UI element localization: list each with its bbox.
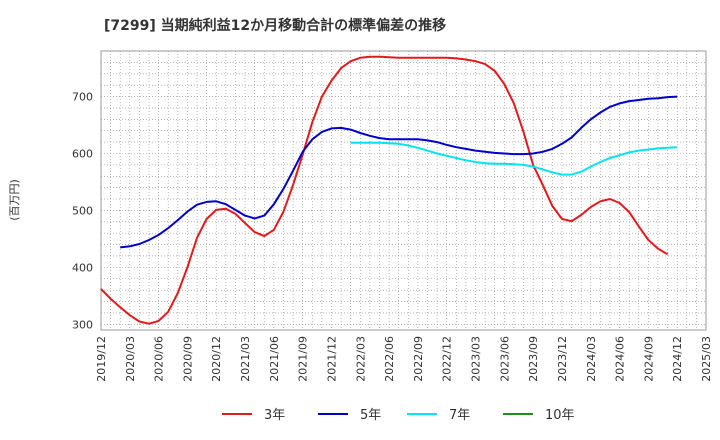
- x-tick-label: 2022/09: [412, 336, 425, 382]
- legend-label: 10年: [545, 408, 575, 423]
- x-tick-label: 2024/09: [642, 336, 655, 382]
- y-axis-label: (百万円): [8, 179, 21, 221]
- plot-area: [100, 50, 707, 331]
- series-line-3: [350, 141, 678, 176]
- x-tick-label: 2020/06: [153, 336, 166, 382]
- x-tick-label: 2022/06: [383, 336, 396, 382]
- chart-title: [7299] 当期純利益12か月移動合計の標準偏差の推移: [104, 17, 446, 34]
- y-tick-label: 700: [72, 91, 93, 104]
- x-tick-label: 2024/06: [614, 336, 627, 382]
- series-line-1: [100, 55, 669, 325]
- x-tick-label: 2019/12: [95, 336, 108, 382]
- x-axis: 2019/12 2020/03 2020/06 2020/09 2020/12 2021/…: [95, 336, 713, 382]
- y-tick-label: 300: [72, 318, 93, 331]
- x-tick-label: 2023/09: [527, 336, 540, 382]
- x-tick-label: 2024/12: [671, 336, 684, 382]
- legend-label: 7年: [449, 408, 470, 423]
- x-tick-label: 2022/03: [354, 336, 367, 382]
- y-axis: 300 400 500 600 700: [72, 91, 93, 332]
- x-tick-label: 2020/03: [124, 336, 137, 382]
- y-tick-label: 500: [72, 204, 93, 217]
- x-tick-label: 2020/09: [181, 336, 194, 382]
- legend-label: 3年: [264, 408, 285, 423]
- x-tick-label: 2022/12: [441, 336, 454, 382]
- legend: 3年 5年 7年 10年: [222, 408, 575, 423]
- legend-label: 5年: [360, 408, 381, 423]
- x-tick-label: 2023/03: [470, 336, 483, 382]
- y-tick-label: 400: [72, 261, 93, 274]
- x-tick-label: 2021/06: [268, 336, 281, 382]
- x-tick-label: 2021/12: [325, 336, 338, 382]
- series-group: [100, 55, 678, 325]
- x-tick-label: 2023/12: [556, 336, 569, 382]
- x-tick-label: 2021/03: [239, 336, 252, 382]
- x-tick-label: 2020/12: [210, 336, 223, 382]
- x-tick-label: 2025/03: [700, 336, 713, 382]
- y-tick-label: 600: [72, 147, 93, 160]
- series-line-2: [120, 95, 678, 249]
- x-tick-label: 2024/03: [585, 336, 598, 382]
- grid: [101, 51, 706, 330]
- x-tick-label: 2021/09: [297, 336, 310, 382]
- x-tick-label: 2023/06: [498, 336, 511, 382]
